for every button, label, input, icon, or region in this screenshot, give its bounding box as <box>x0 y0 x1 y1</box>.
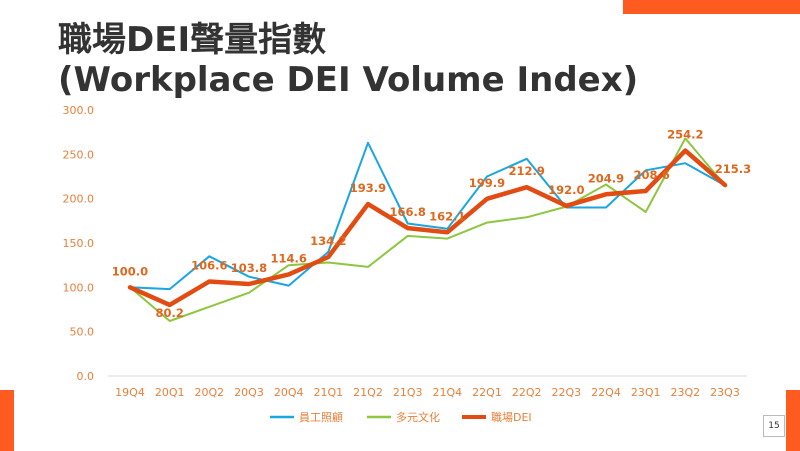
accent-bar-right <box>786 390 800 451</box>
y-tick-label: 250.0 <box>63 148 95 161</box>
series-line-3 <box>127 148 728 308</box>
y-tick-label: 300.0 <box>63 104 95 117</box>
x-tick-label: 22Q3 <box>552 386 582 399</box>
title-line-2: (Workplace DEI Volume Index) <box>58 60 639 100</box>
x-tick-label: 19Q4 <box>115 386 145 399</box>
x-tick-label: 21Q3 <box>393 386 423 399</box>
x-tick-label: 21Q2 <box>353 386 383 399</box>
accent-bar-top <box>623 0 800 14</box>
slide-title: 職場DEI聲量指數 (Workplace DEI Volume Index) <box>58 20 638 100</box>
y-tick-label: 0.0 <box>77 370 95 383</box>
title-line-1: 職場DEI聲量指數 <box>58 20 327 60</box>
y-tick-label: 100.0 <box>63 281 95 294</box>
x-tick-label: 21Q1 <box>314 386 344 399</box>
data-label: 208.6 <box>633 168 669 182</box>
legend-label: 職場DEI <box>491 411 532 424</box>
legend-label: 多元文化 <box>396 410 440 424</box>
x-tick-label: 20Q2 <box>195 386 225 399</box>
x-tick-label: 20Q1 <box>155 386 185 399</box>
data-label: 212.9 <box>508 164 544 178</box>
series-line-2 <box>129 137 726 322</box>
data-label: 100.0 <box>112 264 148 278</box>
data-label: 199.9 <box>469 176 505 190</box>
x-tick-label: 20Q3 <box>234 386 264 399</box>
x-tick-label: 21Q4 <box>433 386 463 399</box>
x-tick-label: 23Q3 <box>710 386 740 399</box>
y-tick-label: 200.0 <box>63 193 95 206</box>
data-label: 106.6 <box>191 258 227 272</box>
data-label: 134.2 <box>310 234 346 248</box>
data-label: 215.3 <box>715 162 751 176</box>
x-tick-label: 22Q2 <box>512 386 542 399</box>
legend: 員工照顧 多元文化 職場DEI <box>270 410 532 424</box>
data-label: 254.2 <box>667 128 703 142</box>
data-label: 204.9 <box>588 171 624 185</box>
data-label: 192.0 <box>548 183 584 197</box>
data-label: 80.2 <box>155 306 183 320</box>
data-label: 114.6 <box>270 251 306 265</box>
x-axis-ticks: 19Q4 20Q1 20Q2 20Q3 20Q4 21Q1 21Q2 21Q3 21Q4 22Q1… <box>115 386 740 399</box>
series-lines <box>127 137 728 322</box>
x-tick-label: 23Q2 <box>671 386 701 399</box>
x-tick-label: 23Q1 <box>631 386 661 399</box>
page-number: 15 <box>763 415 785 437</box>
legend-label: 員工照顧 <box>299 410 343 424</box>
x-tick-label: 22Q4 <box>591 386 621 399</box>
y-axis-ticks: 0.0 50.0 100.0 150.0 200.0 250.0 300.0 <box>63 104 95 383</box>
data-label: 162.1 <box>429 209 465 223</box>
accent-bar-left <box>0 390 14 451</box>
y-tick-label: 150.0 <box>63 237 95 250</box>
series-line-1 <box>129 141 726 291</box>
y-tick-label: 50.0 <box>70 326 95 339</box>
x-tick-label: 20Q4 <box>274 386 304 399</box>
data-label: 166.8 <box>389 205 425 219</box>
x-tick-label: 22Q1 <box>472 386 502 399</box>
data-label: 103.8 <box>231 261 267 275</box>
data-label: 193.9 <box>350 181 386 195</box>
